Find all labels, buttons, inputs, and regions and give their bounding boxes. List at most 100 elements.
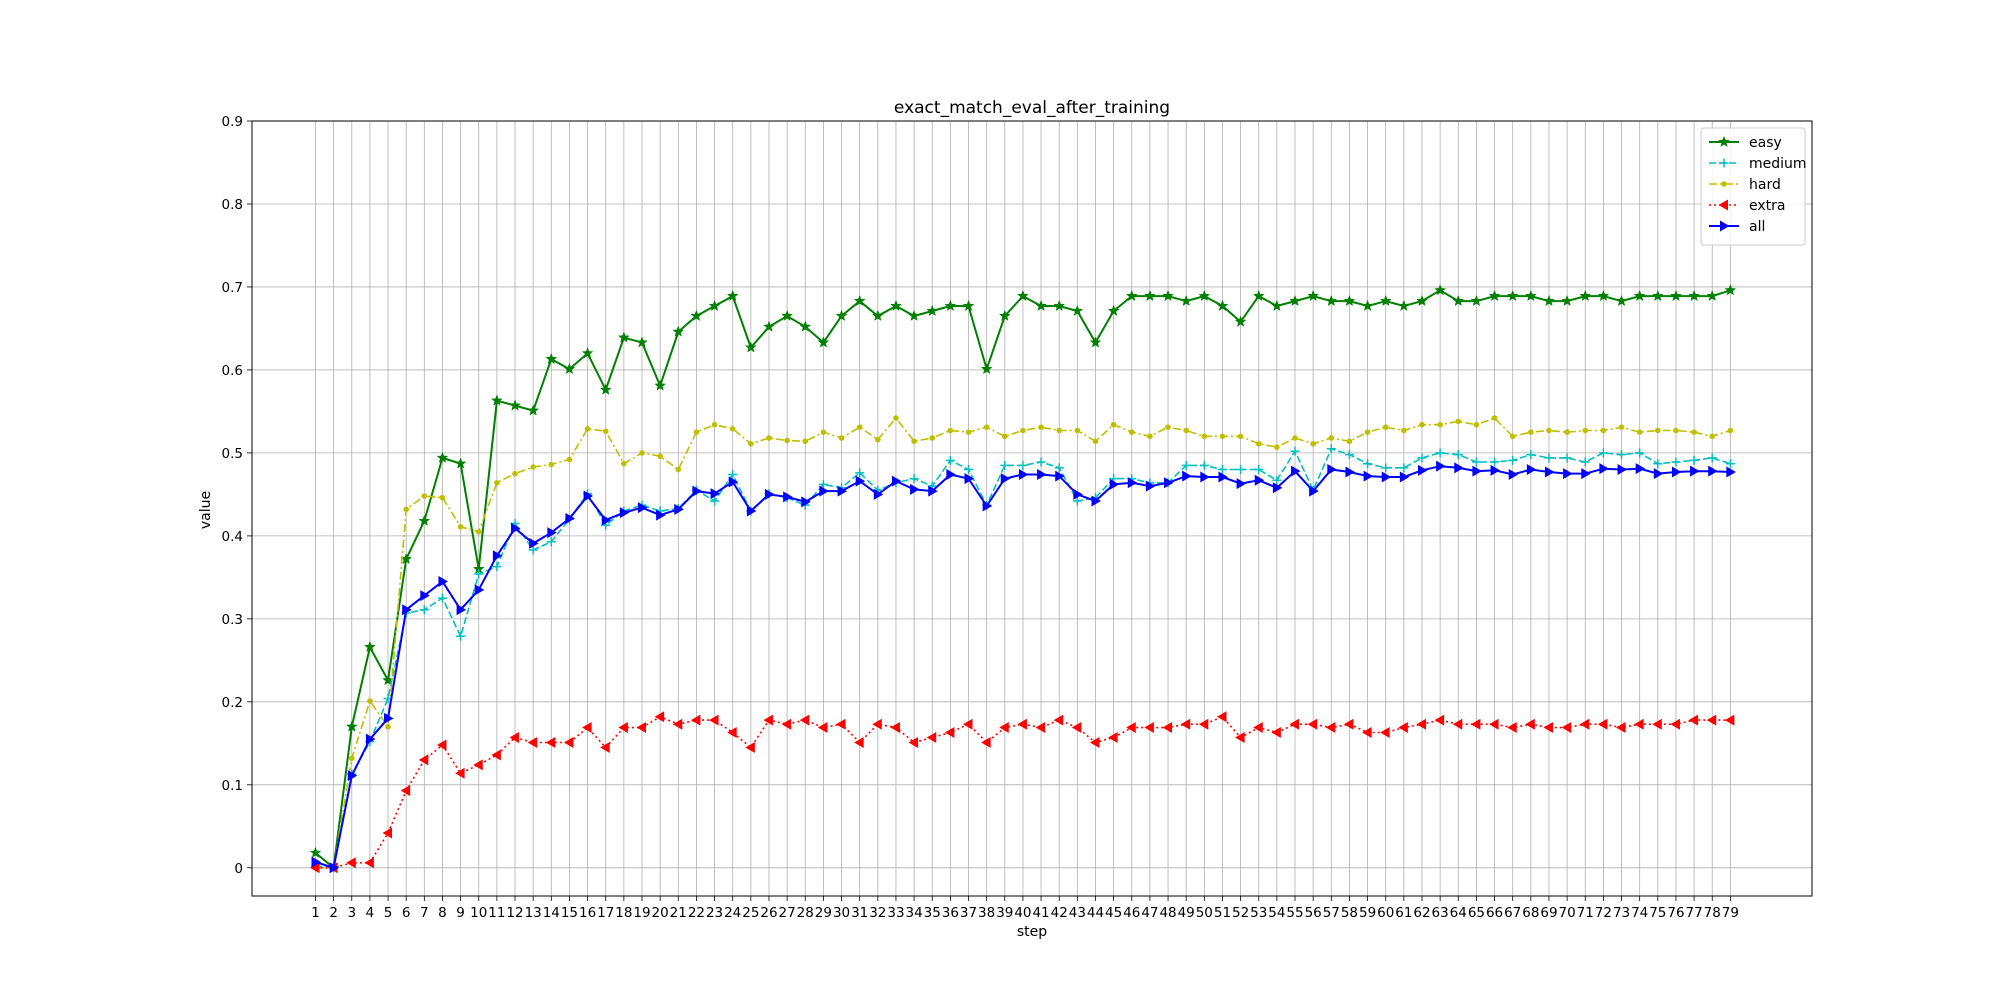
- data-point-easy: [908, 309, 920, 321]
- data-point-all: [1363, 470, 1374, 482]
- data-point-extra: [690, 714, 701, 726]
- data-point-all: [1544, 466, 1555, 478]
- x-tick-label: 70: [1559, 905, 1576, 921]
- data-point-extra: [636, 722, 646, 734]
- data-point-hard: [439, 494, 446, 501]
- data-point-medium: [474, 569, 484, 579]
- data-point-extra: [1652, 718, 1662, 730]
- data-point-easy: [345, 720, 358, 732]
- series-group: [309, 284, 1737, 874]
- data-point-easy: [1107, 304, 1120, 317]
- data-point-hard: [1020, 427, 1026, 434]
- data-point-all: [1055, 470, 1065, 482]
- data-point-extra: [346, 857, 356, 869]
- data-point-easy: [799, 320, 812, 332]
- data-point-hard: [1636, 429, 1643, 435]
- x-tick-label: 8: [438, 905, 447, 921]
- data-point-medium: [1580, 457, 1590, 467]
- legend-marker-easy: [1718, 135, 1730, 147]
- data-point-hard: [1292, 435, 1298, 441]
- x-tick-label: 77: [1685, 905, 1702, 921]
- data-point-all: [529, 537, 539, 549]
- data-point-hard: [766, 435, 772, 441]
- data-point-easy: [1561, 294, 1573, 307]
- data-point-extra: [1434, 714, 1445, 726]
- x-tick-label: 62: [1413, 905, 1430, 921]
- x-tick-label: 32: [869, 905, 886, 921]
- x-tick-label: 50: [1196, 905, 1213, 921]
- data-point-easy: [726, 289, 739, 302]
- data-point-extra: [1688, 714, 1699, 726]
- x-tick-label: 28: [797, 905, 814, 921]
- data-point-hard: [1582, 427, 1589, 434]
- data-point-all: [1018, 468, 1029, 480]
- data-point-easy: [817, 336, 830, 348]
- data-point-all: [656, 509, 666, 521]
- data-point-hard: [983, 424, 990, 430]
- data-point-medium: [728, 469, 738, 479]
- x-tick-label: 34: [905, 905, 922, 921]
- data-point-all: [311, 856, 321, 868]
- legend-item-extra: extra: [1709, 198, 1785, 214]
- data-point-extra: [509, 732, 520, 744]
- data-point-medium: [710, 496, 720, 506]
- data-point-extra: [600, 741, 610, 753]
- x-axis-label: step: [1017, 924, 1047, 940]
- data-point-all: [855, 475, 866, 487]
- data-point-extra: [491, 749, 501, 761]
- data-point-hard: [657, 453, 663, 460]
- data-point-extra: [672, 718, 683, 730]
- data-point-medium: [437, 593, 447, 603]
- data-point-hard: [403, 506, 409, 513]
- series-hard: [312, 415, 1734, 871]
- data-point-hard: [621, 460, 627, 467]
- data-point-hard: [1419, 421, 1425, 428]
- data-point-all: [1291, 465, 1301, 477]
- data-point-all: [329, 862, 340, 874]
- data-point-extra: [418, 754, 429, 766]
- x-tick-label: 69: [1540, 905, 1557, 921]
- data-point-hard: [1528, 429, 1534, 435]
- data-point-all: [565, 512, 575, 524]
- data-point-hard: [1600, 427, 1607, 434]
- data-point-hard: [1110, 421, 1117, 428]
- data-point-hard: [1038, 424, 1044, 430]
- x-tick-label: 23: [706, 905, 723, 921]
- data-point-medium: [1254, 465, 1264, 475]
- y-tick-label: 0.9: [222, 114, 243, 130]
- data-point-extra: [1108, 732, 1118, 744]
- data-point-hard: [675, 466, 682, 473]
- data-point-hard: [711, 421, 718, 428]
- x-tick-label: 45: [1105, 905, 1122, 921]
- data-point-hard: [1237, 433, 1244, 440]
- data-point-medium: [1036, 457, 1046, 467]
- series-easy: [309, 284, 1737, 873]
- y-tick-label: 0.5: [222, 446, 243, 462]
- data-point-extra: [1126, 722, 1136, 734]
- data-point-medium: [818, 479, 828, 489]
- data-point-easy: [454, 457, 467, 469]
- data-point-all: [1182, 470, 1192, 482]
- legend-marker-all: [1720, 220, 1730, 232]
- x-tick-label: 26: [760, 905, 777, 921]
- data-point-extra: [1216, 711, 1227, 723]
- data-point-medium: [492, 562, 502, 572]
- data-point-easy: [890, 299, 902, 312]
- data-point-easy: [1125, 289, 1138, 302]
- legend-label-medium: medium: [1749, 156, 1807, 172]
- data-point-medium: [1707, 453, 1717, 463]
- data-point-easy: [636, 336, 648, 348]
- legend-marker-hard: [1721, 181, 1727, 187]
- data-point-extra: [963, 718, 973, 730]
- data-point-easy: [1543, 294, 1555, 307]
- data-point-all: [1526, 464, 1537, 476]
- data-point-all: [1037, 468, 1047, 480]
- data-point-all: [819, 485, 829, 497]
- data-point-easy: [1089, 336, 1102, 348]
- data-point-medium: [1399, 463, 1409, 473]
- data-point-extra: [473, 759, 483, 771]
- x-tick-label: 29: [815, 905, 832, 921]
- x-tick-label: 68: [1522, 905, 1539, 921]
